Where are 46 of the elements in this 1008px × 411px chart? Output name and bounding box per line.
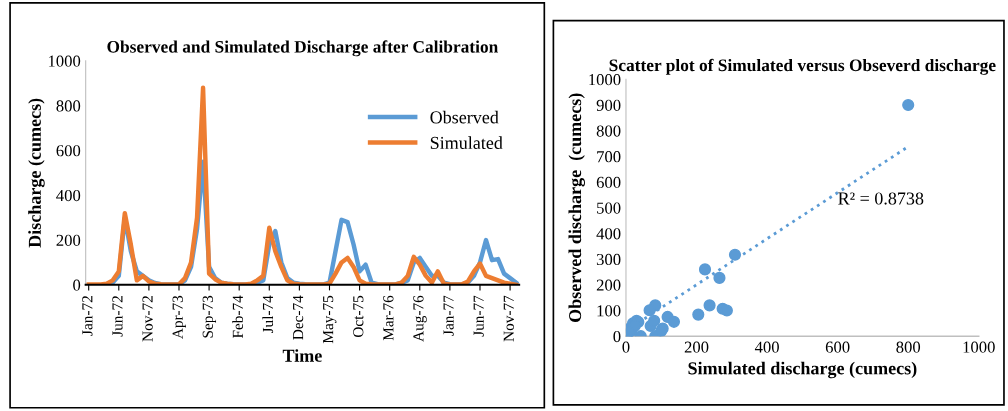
- x-tick-label: Jun-72: [112, 296, 123, 337]
- y-tick-label: 200: [56, 234, 81, 246]
- y-tick-label: 400: [56, 189, 81, 202]
- y-tick-label: 400: [596, 228, 621, 240]
- y-tick-label: 700: [597, 151, 621, 163]
- chart-title: Scatter plot of Simulated versus Obseverd discharge: [609, 58, 996, 75]
- x-tick-label: 600: [825, 341, 850, 353]
- annotation: R² = 0.8738: [838, 192, 924, 205]
- y-tick-label: 900: [596, 99, 621, 111]
- x-tick-label: Jul-74: [262, 295, 274, 334]
- y-tick-label: 300: [596, 253, 621, 266]
- y-tick-label: 100: [597, 305, 621, 317]
- y-tick-label: 800: [56, 100, 81, 112]
- x-tick-label: Nov-72: [142, 296, 153, 342]
- y-tick-label: 500: [597, 202, 621, 214]
- x-tick-label: Jan-77: [443, 295, 454, 336]
- legend-label: Observed: [430, 110, 499, 124]
- x-tick-label: Mar-76: [383, 295, 394, 341]
- x-tick-label: Feb-74: [232, 295, 244, 339]
- y-tick-label: 800: [596, 125, 621, 137]
- y-tick-label: 600: [56, 145, 81, 157]
- y-tick-label: 200: [596, 279, 621, 291]
- x-tick-label: Jun-77: [473, 295, 484, 337]
- y-axis-title: Observed discharge (cumecs): [568, 93, 585, 322]
- y-tick-label: 0: [73, 279, 81, 291]
- y-axis-title: Discharge (cumecs): [28, 98, 45, 248]
- x-tick-label: Dec-74: [293, 295, 304, 340]
- x-tick-label: 400: [754, 341, 779, 353]
- x-tick-label: 200: [684, 341, 709, 353]
- x-tick-label: Aug-76: [413, 295, 427, 342]
- chart-title: Observed and Simulated Discharge after Calibration: [107, 40, 499, 57]
- x-tick-label: 0: [622, 341, 630, 353]
- y-tick-label: 600: [596, 176, 621, 189]
- x-axis-title: Time: [282, 349, 322, 362]
- x-tick-label: Jan-72: [82, 296, 93, 336]
- x-axis-title: Simulated discharge (cumecs): [688, 361, 917, 379]
- y-tick-label: 1000: [589, 74, 621, 86]
- x-tick-label: 800: [896, 341, 921, 353]
- x-tick-label: May-75: [323, 295, 337, 344]
- x-tick-label: Nov-77: [503, 295, 514, 342]
- x-tick-label: Apr-73: [172, 295, 186, 339]
- y-tick-label: 1000: [48, 55, 81, 67]
- x-tick-label: Sep-73: [202, 295, 217, 338]
- x-tick-label: Oct-75: [353, 295, 364, 338]
- legend-label: Simulated: [430, 136, 503, 150]
- x-tick-label: 1000: [963, 341, 995, 353]
